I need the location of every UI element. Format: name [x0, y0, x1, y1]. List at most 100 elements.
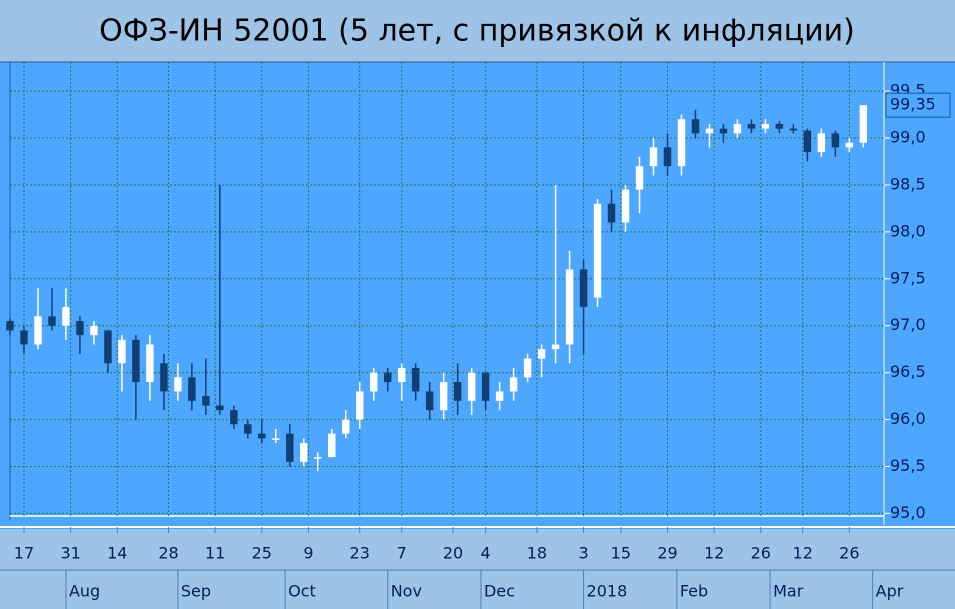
- month-label: Nov: [391, 582, 422, 601]
- x-tick-label: 7: [397, 544, 407, 563]
- candle-body: [523, 358, 532, 378]
- candle-body: [663, 147, 672, 167]
- candle-body: [6, 321, 14, 331]
- y-tick-label: 96,5: [890, 362, 926, 381]
- last-price-box: [885, 92, 951, 118]
- y-tick-label: 99,0: [890, 128, 926, 147]
- candle-body: [579, 269, 588, 307]
- candle-body: [817, 133, 826, 153]
- x-tick-label: 4: [481, 544, 491, 563]
- candle-body: [202, 396, 210, 406]
- candle-body: [314, 457, 322, 459]
- candle-body: [272, 438, 280, 440]
- candle-body: [174, 377, 182, 392]
- candle-body: [160, 363, 168, 392]
- candle-body: [635, 166, 644, 190]
- x-tick-label: 25: [252, 544, 272, 563]
- month-label: Aug: [69, 582, 100, 601]
- candle-body: [48, 316, 56, 326]
- title-bar: [0, 0, 955, 62]
- last-price-label: 99,35: [890, 95, 936, 114]
- x-tick-label: 20: [443, 544, 463, 563]
- x-tick-label: 14: [107, 544, 127, 563]
- y-tick-label: 96,0: [890, 409, 926, 428]
- y-tick-label: 97,5: [890, 268, 926, 287]
- month-label: Oct: [288, 582, 316, 601]
- y-tick-label: 97,0: [890, 315, 926, 334]
- candle-body: [90, 325, 98, 336]
- candle-body: [565, 269, 574, 345]
- x-tick-label: 17: [14, 544, 34, 563]
- candle-body: [509, 377, 518, 392]
- candle-body: [789, 128, 798, 131]
- x-tick-label: 18: [527, 544, 547, 563]
- x-tick-label: 9: [303, 544, 313, 563]
- candle-body: [467, 372, 476, 401]
- candle-body: [342, 419, 350, 434]
- chart-title: ОФЗ-ИН 52001 (5 лет, с привязкой к инфля…: [99, 14, 855, 49]
- candle-body: [397, 367, 406, 383]
- candle-body: [551, 344, 560, 350]
- candle-body: [495, 391, 504, 401]
- candle-body: [775, 123, 784, 129]
- candle-body: [118, 339, 126, 364]
- x-tick-label: 29: [657, 544, 677, 563]
- candle-body: [383, 372, 392, 383]
- candle-body: [733, 123, 742, 134]
- month-label: 2018: [587, 582, 628, 601]
- candle-body: [104, 330, 112, 364]
- x-tick-label: 31: [60, 544, 80, 563]
- candle-body: [328, 433, 336, 458]
- month-label: Dec: [484, 582, 515, 601]
- x-tick-label: 11: [205, 544, 225, 563]
- candle-body: [425, 391, 434, 411]
- y-tick-label: 98,0: [890, 221, 926, 240]
- candle-body: [677, 119, 686, 167]
- candle-body: [705, 128, 714, 134]
- y-tick-label: 95,0: [890, 503, 926, 522]
- candle-body: [481, 372, 490, 401]
- candle-body: [286, 433, 294, 462]
- candle-body: [453, 382, 462, 401]
- month-label: Mar: [773, 582, 804, 601]
- candle-body: [593, 203, 602, 298]
- month-label: Sep: [181, 582, 211, 601]
- candle-body: [845, 142, 854, 148]
- candle-body: [803, 130, 812, 153]
- candle-body: [258, 433, 266, 439]
- candle-body: [831, 133, 840, 148]
- x-tick-label: 15: [611, 544, 631, 563]
- candle-body: [439, 382, 448, 411]
- candle-body: [369, 372, 378, 392]
- month-label: Feb: [680, 582, 708, 601]
- y-tick-label: 95,5: [890, 456, 926, 475]
- candle-body: [649, 147, 658, 167]
- candle-body: [691, 119, 700, 134]
- candle-body: [244, 424, 252, 434]
- candle-body: [621, 189, 630, 223]
- candle-body: [34, 316, 42, 345]
- candle-body: [761, 123, 770, 129]
- date-axis-band: [0, 529, 955, 609]
- candle-body: [300, 443, 308, 462]
- x-tick-label: 12: [704, 544, 724, 563]
- candle-body: [537, 349, 546, 359]
- candle-body: [356, 391, 364, 420]
- candle-body: [188, 377, 196, 401]
- candle-body: [719, 128, 728, 134]
- candle-body: [20, 330, 28, 345]
- candle-body: [132, 339, 140, 383]
- x-tick-label: 3: [578, 544, 588, 563]
- x-tick-label: 26: [751, 544, 771, 563]
- x-tick-label: 12: [793, 544, 813, 563]
- candle-body: [146, 344, 154, 383]
- plot-background: [0, 63, 955, 609]
- candle-body: [62, 306, 70, 326]
- candle-body: [76, 321, 84, 336]
- candle-body: [859, 105, 868, 143]
- candle-body: [747, 123, 756, 129]
- x-tick-label: 23: [350, 544, 370, 563]
- candle-body: [411, 367, 420, 392]
